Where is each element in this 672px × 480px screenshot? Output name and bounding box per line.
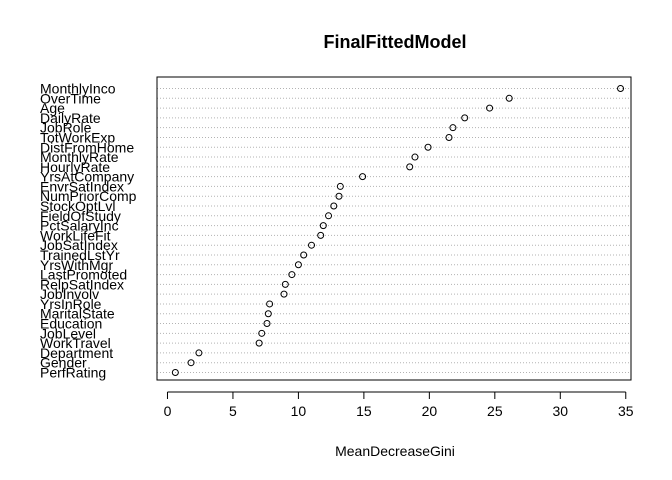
data-point (280, 290, 288, 298)
y-tick-label: HourlyRate (40, 159, 110, 175)
data-point (317, 231, 325, 239)
y-tick-label: MaritalState (40, 306, 115, 322)
y-tick-label: Age (40, 100, 65, 116)
y-tick-label: OverTime (40, 90, 101, 106)
x-tick-label: 5 (229, 403, 237, 419)
data-point (300, 251, 308, 259)
x-tick-label: 35 (618, 403, 634, 419)
data-point (411, 153, 419, 161)
data-points (171, 85, 625, 376)
x-tick-label: 20 (422, 403, 438, 419)
y-tick-label: TotWorkExp (40, 129, 115, 145)
y-tick-label: YrsInRole (40, 296, 102, 312)
data-point (449, 124, 457, 132)
chart-title: FinalFittedModel (324, 32, 467, 52)
y-tick-label: YrsWithMgr (40, 257, 113, 273)
y-tick-label: DistFromHome (40, 139, 134, 155)
data-point (406, 163, 414, 171)
y-tick-label: Education (40, 316, 102, 332)
y-tick-label: LastPromoted (40, 267, 127, 283)
x-tick-label: 0 (164, 403, 172, 419)
data-point (255, 339, 263, 347)
x-axis: 0 5 10 15 20 25 30 35 (164, 391, 634, 419)
data-point (486, 104, 494, 112)
data-point (281, 280, 289, 288)
x-axis-label: MeanDecreaseGini (335, 443, 455, 459)
data-point (263, 320, 271, 328)
data-point (319, 222, 327, 230)
data-point (330, 202, 338, 210)
y-tick-label: PctSalaryInc (40, 218, 119, 234)
y-tick-label: TrainedLstYr (40, 247, 120, 263)
data-point (424, 143, 432, 151)
y-tick-label: JobInvolv (40, 286, 99, 302)
y-tick-label: YrsAtCompany (40, 169, 134, 185)
data-point (335, 192, 343, 200)
data-point (258, 329, 266, 337)
y-tick-label: FieldOfStudy (40, 208, 121, 224)
data-point (308, 241, 316, 249)
y-tick-label: PerfRating (40, 365, 106, 381)
y-tick-label: DailyRate (40, 110, 101, 126)
data-point (187, 359, 195, 367)
data-point (505, 94, 513, 102)
data-point (264, 310, 272, 318)
y-tick-label: MonthlyInco (40, 81, 116, 97)
data-point (288, 271, 296, 279)
data-point (294, 261, 302, 269)
y-tick-label: JobSatIndex (40, 237, 118, 253)
y-tick-label: WorkLifeFit (40, 227, 111, 243)
data-point (336, 182, 344, 190)
x-tick-label: 25 (487, 403, 503, 419)
y-tick-label: RelpSatIndex (40, 276, 124, 292)
x-tick-label: 15 (356, 403, 372, 419)
y-tick-label: EnvrSatIndex (40, 178, 124, 194)
y-tick-label: MonthlyRate (40, 149, 119, 165)
x-tick-label: 30 (553, 403, 569, 419)
y-tick-label: Gender (40, 355, 87, 371)
x-tick-label: 10 (291, 403, 307, 419)
plot-box (156, 76, 632, 381)
data-point (195, 349, 203, 357)
data-point (359, 173, 367, 181)
data-point (171, 369, 179, 376)
data-point (266, 300, 274, 308)
data-point (445, 133, 453, 141)
y-tick-label: Department (40, 345, 113, 361)
y-tick-label: WorkTravel (40, 335, 111, 351)
data-point (617, 85, 625, 92)
y-axis-labels: MonthlyIncoOverTimeAgeDailyRateJobRoleTo… (40, 81, 137, 381)
gridlines (157, 88, 631, 373)
y-tick-label: StockOptLvl (40, 198, 115, 214)
data-point (325, 212, 333, 220)
y-tick-label: JobLevel (40, 325, 96, 341)
y-tick-label: JobRole (40, 120, 92, 136)
data-point (461, 114, 469, 122)
y-tick-label: NumPriorComp (40, 188, 137, 204)
